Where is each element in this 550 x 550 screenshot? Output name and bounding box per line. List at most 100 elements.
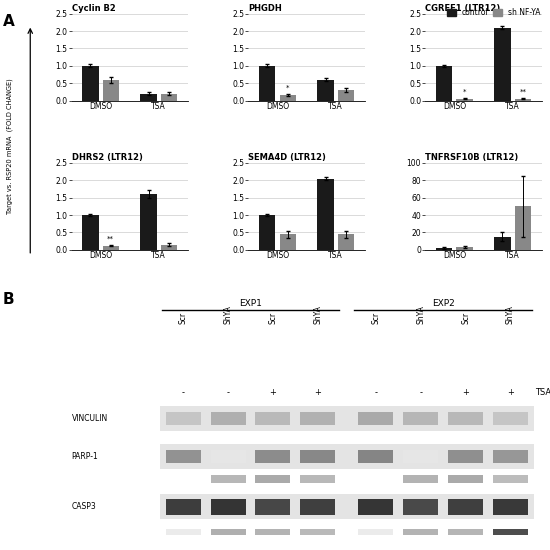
Text: +: + <box>462 388 469 397</box>
Bar <box>515 99 531 101</box>
Text: *: * <box>463 89 466 95</box>
Bar <box>403 499 438 515</box>
Text: EXP2: EXP2 <box>432 299 454 308</box>
Bar <box>448 499 483 515</box>
Bar <box>317 179 334 250</box>
Text: +: + <box>314 388 321 397</box>
Bar <box>255 412 290 425</box>
Bar <box>211 529 245 535</box>
Text: DHRS2 (LTR12): DHRS2 (LTR12) <box>72 153 142 162</box>
Bar <box>255 450 290 464</box>
Bar <box>211 412 245 425</box>
Text: *: * <box>286 85 289 91</box>
Bar <box>161 245 177 250</box>
Bar <box>160 406 534 431</box>
Bar <box>160 444 534 470</box>
Text: ShYA: ShYA <box>416 305 425 323</box>
Bar <box>359 499 393 515</box>
Text: PARP-1: PARP-1 <box>72 453 98 461</box>
Text: CASP3: CASP3 <box>72 503 96 512</box>
Bar <box>338 234 354 250</box>
Bar <box>166 412 201 425</box>
Text: ShYA: ShYA <box>223 305 233 323</box>
Bar <box>103 246 119 250</box>
Bar <box>456 99 473 101</box>
Text: VINCULIN: VINCULIN <box>72 414 108 424</box>
Bar <box>140 94 157 101</box>
Bar <box>403 450 438 464</box>
Bar <box>211 475 245 483</box>
Text: B: B <box>3 292 14 306</box>
Bar <box>255 475 290 483</box>
Text: SEMA4D (LTR12): SEMA4D (LTR12) <box>249 153 326 162</box>
Bar <box>82 215 98 250</box>
Bar <box>448 529 483 535</box>
Text: ShYA: ShYA <box>506 305 515 323</box>
Bar <box>403 529 438 535</box>
Text: PHGDH: PHGDH <box>249 4 282 13</box>
Text: -: - <box>227 388 229 397</box>
Bar <box>255 499 290 515</box>
Text: ShYA: ShYA <box>313 305 322 323</box>
Bar <box>456 247 473 250</box>
Bar <box>448 412 483 425</box>
Bar <box>82 66 98 101</box>
Bar <box>359 529 393 535</box>
Bar <box>448 450 483 464</box>
Bar <box>259 215 276 250</box>
Bar <box>300 450 335 464</box>
Bar <box>161 94 177 101</box>
Bar <box>166 450 201 464</box>
Text: A: A <box>3 14 14 29</box>
Bar <box>160 494 534 519</box>
Bar <box>279 234 296 250</box>
Bar <box>436 66 453 101</box>
Bar <box>403 412 438 425</box>
Bar <box>448 475 483 483</box>
Bar <box>300 475 335 483</box>
Bar <box>300 499 335 515</box>
Text: EXP1: EXP1 <box>239 299 262 308</box>
Bar <box>403 475 438 483</box>
Bar <box>279 95 296 101</box>
Bar <box>255 529 290 535</box>
Text: -: - <box>182 388 185 397</box>
Bar <box>493 529 528 535</box>
Bar <box>494 28 510 101</box>
Text: CGREF1 (LTR12): CGREF1 (LTR12) <box>425 4 501 13</box>
Text: TNFRSF10B (LTR12): TNFRSF10B (LTR12) <box>425 153 519 162</box>
Bar <box>166 529 201 535</box>
Bar <box>211 499 245 515</box>
Bar <box>140 194 157 250</box>
Text: Target vs. RSP20 mRNA  (FOLD CHANGE): Target vs. RSP20 mRNA (FOLD CHANGE) <box>7 78 13 213</box>
Legend: control, sh NF-YA: control, sh NF-YA <box>444 5 543 20</box>
Text: Cyclin B2: Cyclin B2 <box>72 4 116 13</box>
Bar <box>300 529 335 535</box>
Text: TSA: TSA <box>535 388 550 397</box>
Text: +: + <box>507 388 514 397</box>
Bar <box>166 499 201 515</box>
Text: -: - <box>375 388 377 397</box>
Bar <box>493 475 528 483</box>
Text: **: ** <box>107 235 114 241</box>
Text: Scr: Scr <box>179 311 188 323</box>
Bar <box>259 66 276 101</box>
Bar <box>103 80 119 101</box>
Text: **: ** <box>519 89 526 95</box>
Bar <box>494 236 510 250</box>
Bar <box>359 450 393 464</box>
Bar <box>359 412 393 425</box>
Bar <box>317 80 334 101</box>
Text: -: - <box>419 388 422 397</box>
Bar <box>493 499 528 515</box>
Text: Scr: Scr <box>268 311 277 323</box>
Text: Scr: Scr <box>371 311 381 323</box>
Bar <box>515 206 531 250</box>
Bar <box>493 450 528 464</box>
Bar <box>493 412 528 425</box>
Bar <box>300 412 335 425</box>
Bar <box>211 450 245 464</box>
Text: +: + <box>270 388 276 397</box>
Bar <box>436 248 453 250</box>
Bar <box>338 90 354 101</box>
